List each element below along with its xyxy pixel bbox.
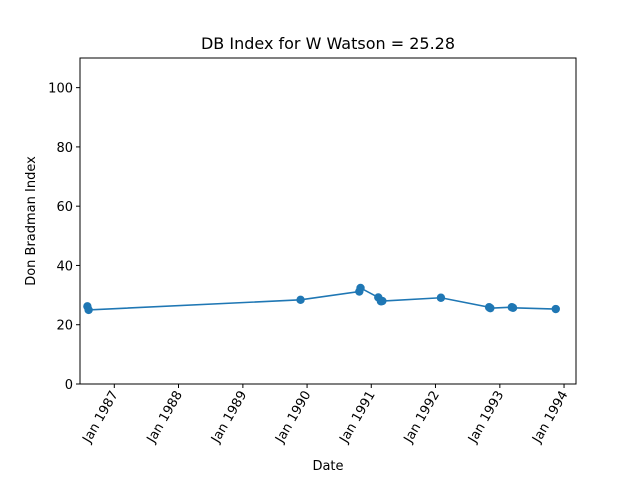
data-point bbox=[551, 304, 560, 314]
y-axis: 0 20 40 60 80 100 bbox=[48, 82, 80, 393]
y-tick-label: 20 bbox=[56, 319, 73, 334]
data-point bbox=[436, 293, 446, 302]
chart-title: DB Index for W Watson = 25.28 bbox=[201, 34, 455, 53]
data-point bbox=[378, 296, 387, 306]
y-tick-label: 60 bbox=[56, 200, 73, 215]
y-tick-label: 100 bbox=[48, 82, 73, 97]
data-point bbox=[508, 303, 518, 313]
y-axis-label: Don Bradman Index bbox=[24, 156, 39, 286]
data-point bbox=[486, 303, 495, 313]
plot-frame bbox=[79, 57, 577, 385]
y-tick-label: 80 bbox=[56, 141, 73, 156]
series-layer bbox=[83, 283, 560, 315]
data-point bbox=[296, 295, 305, 305]
y-tick-label: 0 bbox=[65, 378, 73, 393]
x-axis-label: Date bbox=[312, 459, 343, 474]
y-tick-label: 40 bbox=[56, 259, 73, 274]
data-point bbox=[356, 283, 365, 293]
data-point bbox=[84, 305, 93, 315]
